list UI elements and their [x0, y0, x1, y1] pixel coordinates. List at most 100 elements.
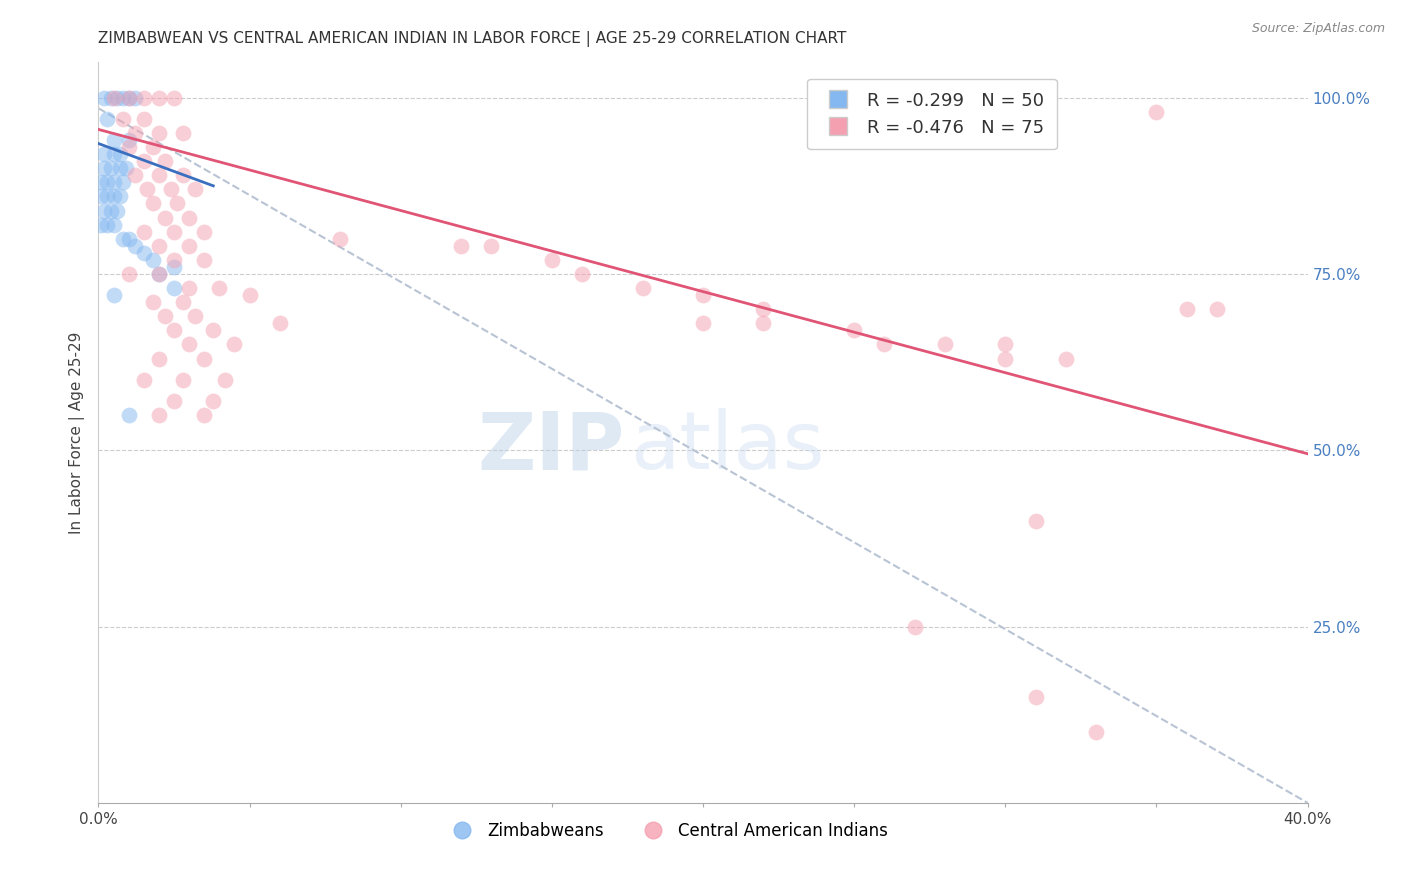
Point	[752, 316, 775, 330]
Point	[118, 267, 141, 281]
Point	[96, 218, 118, 232]
Point	[96, 112, 118, 126]
Point	[153, 154, 176, 169]
Point	[96, 175, 118, 189]
Point	[1206, 302, 1229, 317]
Point	[172, 126, 194, 140]
Point	[193, 252, 215, 267]
Point	[108, 147, 131, 161]
Point	[179, 281, 201, 295]
Point	[118, 408, 141, 422]
Point	[103, 288, 125, 302]
Text: Source: ZipAtlas.com: Source: ZipAtlas.com	[1251, 22, 1385, 36]
Point	[214, 373, 236, 387]
Point	[163, 91, 186, 105]
Point	[1175, 302, 1198, 317]
Point	[163, 281, 186, 295]
Point	[124, 239, 146, 253]
Point	[904, 619, 927, 633]
Point	[540, 252, 562, 267]
Point	[692, 316, 714, 330]
Point	[90, 175, 112, 189]
Point	[172, 168, 194, 182]
Point	[179, 337, 201, 351]
Point	[148, 168, 170, 182]
Point	[153, 211, 176, 225]
Point	[142, 252, 165, 267]
Point	[994, 337, 1017, 351]
Point	[160, 182, 183, 196]
Legend: Zimbabweans, Central American Indians: Zimbabweans, Central American Indians	[439, 815, 896, 847]
Point	[163, 323, 186, 337]
Point	[844, 323, 866, 337]
Point	[184, 310, 207, 324]
Point	[166, 196, 188, 211]
Point	[103, 189, 125, 203]
Point	[108, 161, 131, 176]
Point	[132, 373, 155, 387]
Point	[132, 91, 155, 105]
Point	[103, 147, 125, 161]
Point	[124, 126, 146, 140]
Point	[111, 91, 134, 105]
Point	[105, 203, 128, 218]
Point	[90, 218, 112, 232]
Point	[132, 245, 155, 260]
Point	[148, 267, 170, 281]
Text: ZIP: ZIP	[477, 409, 624, 486]
Point	[193, 351, 215, 366]
Point	[208, 281, 231, 295]
Point	[1085, 725, 1108, 739]
Point	[142, 295, 165, 310]
Point	[118, 232, 141, 246]
Point	[114, 161, 136, 176]
Point	[148, 126, 170, 140]
Point	[450, 239, 472, 253]
Point	[571, 267, 593, 281]
Point	[148, 267, 170, 281]
Point	[163, 225, 186, 239]
Point	[163, 260, 186, 274]
Point	[93, 161, 115, 176]
Point	[148, 408, 170, 422]
Point	[1054, 351, 1077, 366]
Point	[172, 373, 194, 387]
Point	[103, 133, 125, 147]
Point	[100, 91, 122, 105]
Point	[153, 310, 176, 324]
Point	[179, 211, 201, 225]
Point	[100, 203, 122, 218]
Point	[692, 288, 714, 302]
Point	[148, 239, 170, 253]
Point	[142, 196, 165, 211]
Point	[148, 91, 170, 105]
Point	[132, 154, 155, 169]
Point	[184, 182, 207, 196]
Point	[111, 112, 134, 126]
Point	[108, 189, 131, 203]
Point	[179, 239, 201, 253]
Point	[148, 351, 170, 366]
Point	[163, 393, 186, 408]
Point	[269, 316, 291, 330]
Point	[1024, 690, 1046, 704]
Point	[105, 91, 128, 105]
Point	[752, 302, 775, 317]
Y-axis label: In Labor Force | Age 25-29: In Labor Force | Age 25-29	[69, 332, 84, 533]
Point	[93, 91, 115, 105]
Point	[1024, 514, 1046, 528]
Point	[118, 91, 141, 105]
Point	[163, 252, 186, 267]
Point	[994, 351, 1017, 366]
Point	[118, 133, 141, 147]
Point	[135, 182, 157, 196]
Point	[193, 225, 215, 239]
Point	[934, 337, 956, 351]
Text: ZIMBABWEAN VS CENTRAL AMERICAN INDIAN IN LABOR FORCE | AGE 25-29 CORRELATION CHA: ZIMBABWEAN VS CENTRAL AMERICAN INDIAN IN…	[98, 31, 846, 47]
Point	[193, 408, 215, 422]
Point	[481, 239, 503, 253]
Point	[124, 168, 146, 182]
Point	[103, 91, 125, 105]
Point	[103, 175, 125, 189]
Point	[93, 203, 115, 218]
